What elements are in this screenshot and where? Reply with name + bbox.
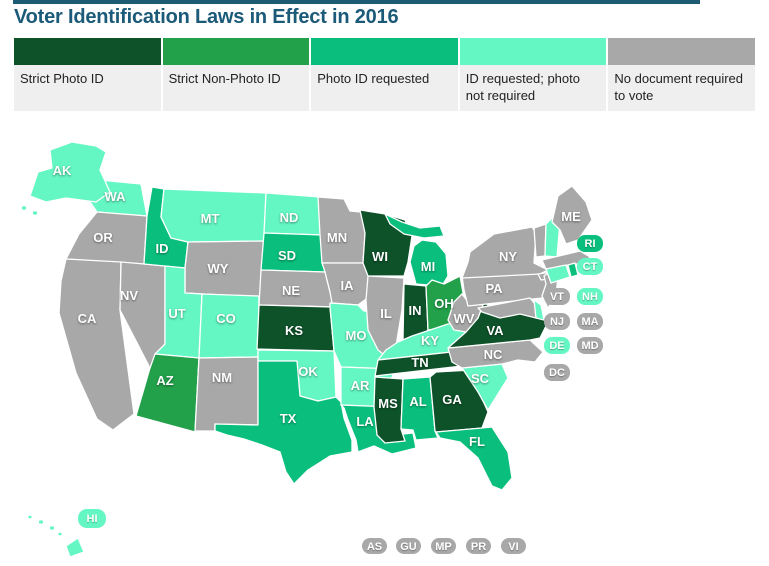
pill-mp[interactable]: MP (431, 538, 456, 554)
legend-item-id-requested: ID requested; photo not required (459, 38, 607, 111)
pill-hi[interactable]: HI (78, 509, 106, 528)
top-accent-strip (13, 0, 700, 4)
state-ak[interactable] (29, 141, 111, 203)
page-title: Voter Identification Laws in Effect in 2… (14, 6, 399, 28)
pill-vi[interactable]: VI (501, 538, 526, 554)
state-wi[interactable] (359, 209, 413, 277)
state-sd[interactable] (260, 232, 326, 273)
pill-nh[interactable]: NH (577, 288, 603, 305)
legend-swatch-strict-nonphoto (162, 38, 310, 65)
state-ks[interactable] (256, 304, 335, 352)
legend-swatch-photo-requested (311, 38, 458, 65)
state-ak-island[interactable] (32, 210, 38, 216)
legend-label: No document required to vote (608, 65, 755, 111)
legend: Strict Photo ID Strict Non-Photo ID Phot… (14, 38, 755, 111)
state-ak-island[interactable] (21, 205, 27, 211)
pill-ct[interactable]: CT (577, 258, 603, 275)
pill-de[interactable]: DE (544, 337, 570, 354)
state-or[interactable] (65, 211, 148, 265)
pill-pr[interactable]: PR (466, 538, 491, 554)
state-de[interactable] (533, 299, 545, 321)
pill-nj[interactable]: NJ (544, 313, 570, 330)
state-hi-island[interactable] (57, 532, 63, 536)
legend-label: Photo ID requested (311, 65, 458, 111)
legend-item-strict-nonphoto: Strict Non-Photo ID (162, 38, 310, 111)
state-ny[interactable] (461, 226, 549, 279)
state-hi-island[interactable] (49, 525, 55, 531)
state-fl[interactable] (435, 426, 513, 491)
legend-label: Strict Non-Photo ID (162, 65, 310, 111)
state-co[interactable] (198, 293, 260, 359)
legend-swatch-no-document (608, 38, 755, 65)
pill-as[interactable]: AS (362, 538, 387, 554)
legend-swatch-id-requested (459, 38, 607, 65)
state-hi[interactable] (65, 537, 85, 558)
state-tx[interactable] (214, 360, 353, 485)
legend-label: ID requested; photo not required (459, 65, 607, 111)
state-vt[interactable] (533, 223, 547, 258)
state-hi-island[interactable] (27, 515, 33, 519)
state-nm[interactable] (194, 356, 259, 432)
pill-vt[interactable]: VT (544, 288, 570, 305)
state-az[interactable] (135, 353, 200, 433)
state-md[interactable] (477, 297, 541, 319)
pill-md[interactable]: MD (577, 337, 603, 354)
state-ms[interactable] (373, 376, 406, 444)
state-hi-island[interactable] (38, 519, 44, 525)
pill-ma[interactable]: MA (577, 313, 603, 330)
state-mi[interactable] (409, 239, 449, 287)
legend-label: Strict Photo ID (14, 65, 161, 111)
state-ri[interactable] (567, 262, 579, 278)
state-mt[interactable] (160, 188, 267, 243)
legend-item-strict-photo: Strict Photo ID (14, 38, 161, 111)
legend-item-photo-requested: Photo ID requested (311, 38, 458, 111)
pill-gu[interactable]: GU (396, 538, 421, 554)
legend-swatch-strict-photo (14, 38, 161, 65)
state-mi-upper[interactable] (384, 213, 445, 239)
pill-ri[interactable]: RI (577, 235, 603, 252)
legend-item-no-document: No document required to vote (608, 38, 755, 111)
state-nc[interactable] (447, 339, 544, 369)
pill-dc[interactable]: DC (544, 364, 570, 381)
state-nd[interactable] (263, 192, 323, 236)
state-me[interactable] (551, 185, 593, 245)
state-ct[interactable] (545, 264, 571, 284)
state-wy[interactable] (184, 240, 265, 298)
